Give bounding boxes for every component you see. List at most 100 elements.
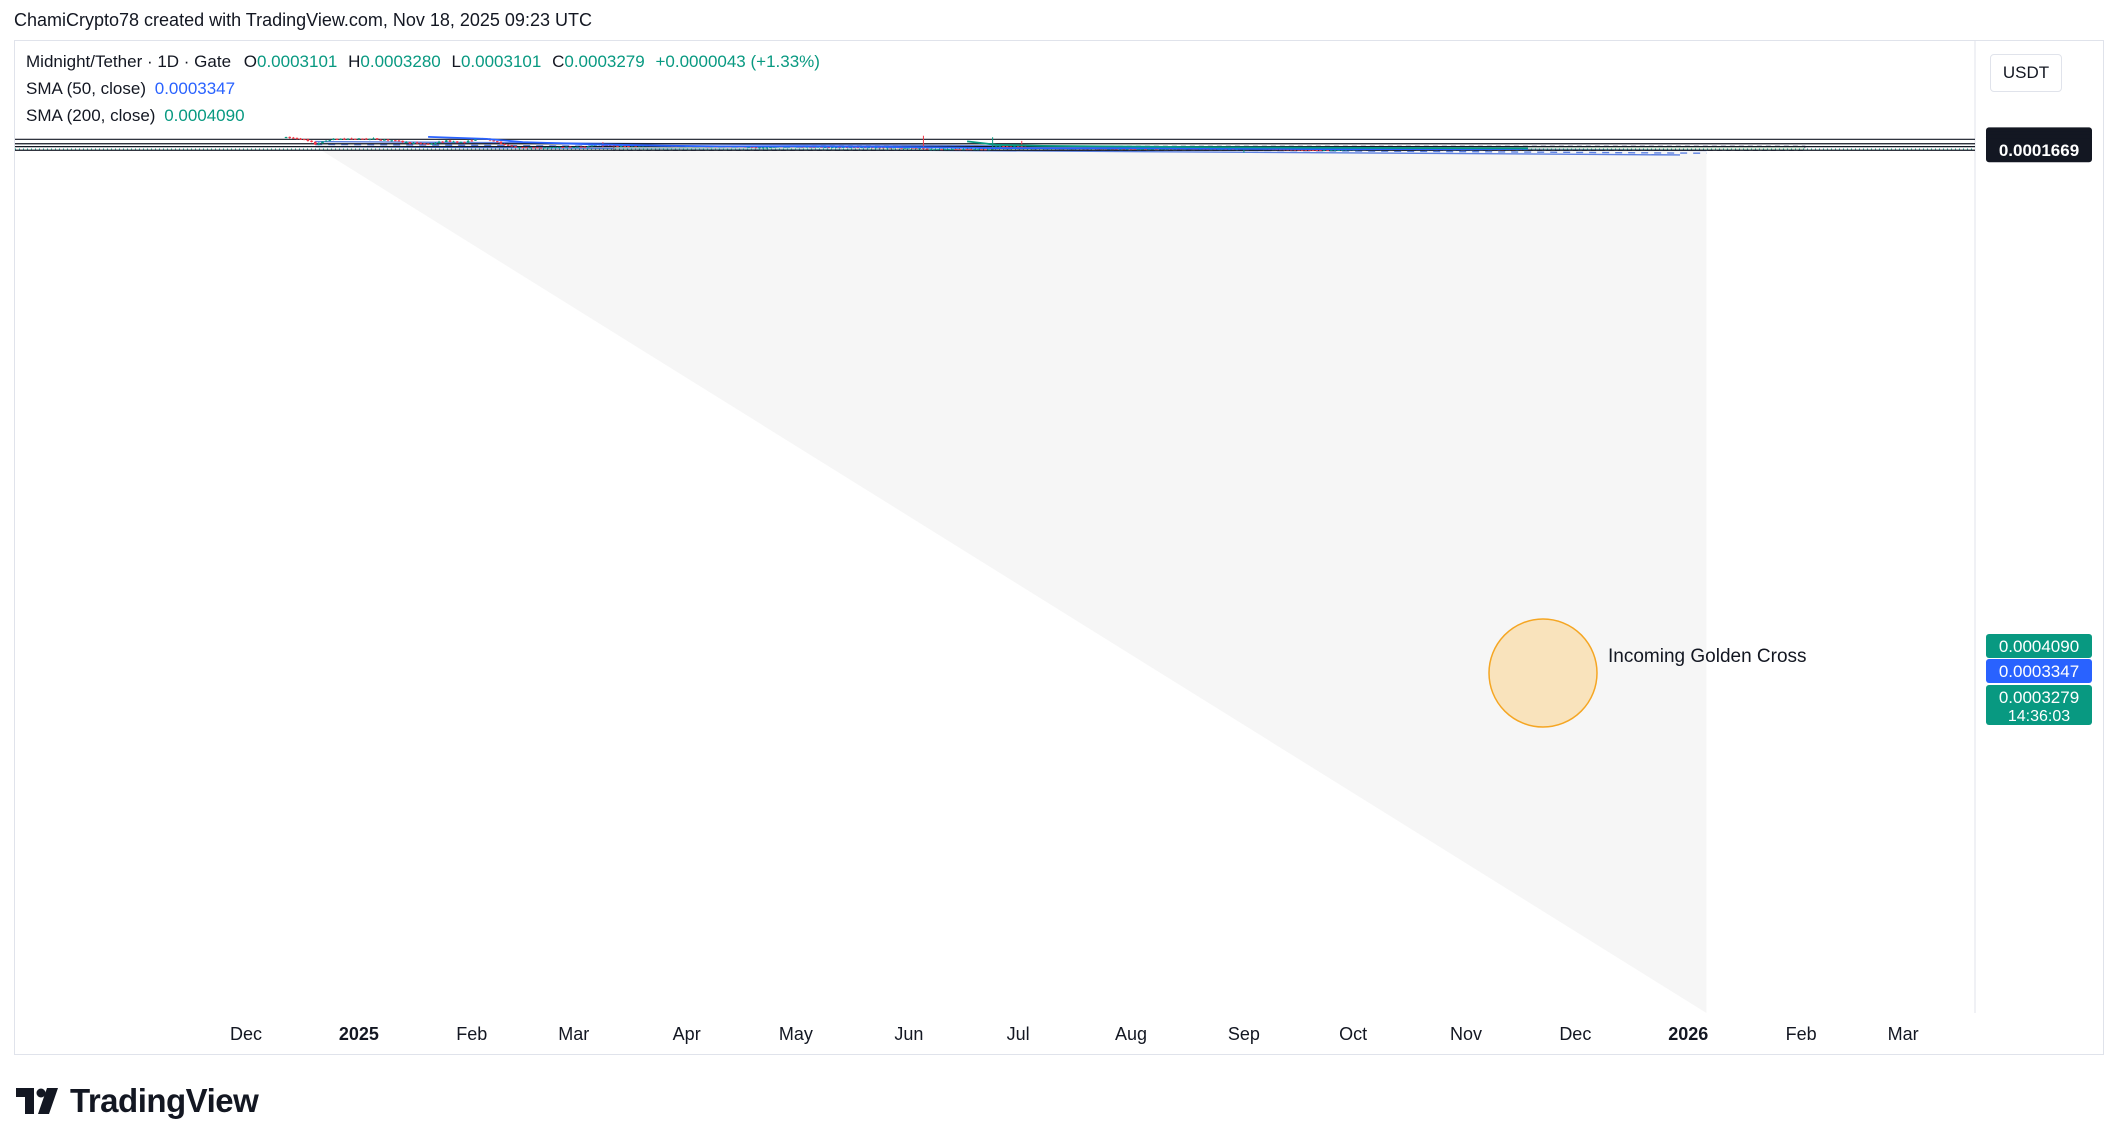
- candle-body: [1333, 150, 1337, 152]
- candle-body: [758, 147, 761, 149]
- candle-body: [364, 138, 368, 140]
- candle-body: [965, 149, 969, 151]
- candle-body: [1308, 149, 1311, 151]
- candle-body: [1129, 148, 1133, 150]
- x-tick-label: Jun: [894, 1024, 923, 1044]
- candle-body: [306, 139, 310, 141]
- candle-body: [998, 146, 1002, 148]
- candle-body: [831, 147, 834, 149]
- candle-body: [557, 146, 561, 148]
- candle-body: [856, 147, 860, 149]
- legend-sma50-label: SMA (50, close): [26, 79, 146, 98]
- x-tick-label: Mar: [1888, 1024, 1919, 1044]
- candle-body: [587, 146, 590, 148]
- candle-body: [1005, 146, 1009, 148]
- candle-body: [1304, 149, 1308, 151]
- candle-body: [1151, 148, 1155, 150]
- candle-body: [1337, 150, 1340, 152]
- candle-body: [1315, 150, 1319, 152]
- candle-body: [423, 143, 426, 145]
- legend-symbol[interactable]: Midnight/Tether · 1D · Gate: [26, 52, 232, 71]
- candle-body: [288, 136, 292, 138]
- candle-body: [350, 138, 353, 140]
- candle-body: [623, 145, 627, 147]
- candle-body: [404, 141, 408, 143]
- candle-body: [936, 149, 940, 151]
- candle-body: [324, 140, 328, 142]
- legend-sma200-label: SMA (200, close): [26, 106, 156, 125]
- candle-body: [889, 147, 892, 149]
- candle-body: [539, 147, 543, 149]
- candle-body: [554, 147, 557, 149]
- candle-body: [372, 138, 375, 140]
- candle-body: [448, 140, 452, 142]
- candle-body: [474, 138, 477, 141]
- candle-body: [525, 147, 528, 149]
- tradingview-logo[interactable]: TradingView: [16, 1082, 259, 1120]
- x-tick-label: May: [779, 1024, 813, 1044]
- chart-credit: ChamiCrypto78 created with TradingView.c…: [14, 10, 592, 30]
- candle-body: [335, 138, 339, 140]
- candle-body: [947, 149, 951, 151]
- currency-selector[interactable]: USDT: [1990, 54, 2062, 92]
- x-tick-label: Feb: [1786, 1024, 1817, 1044]
- price-badge-countdown: 14:36:03: [2008, 708, 2070, 725]
- candle-body: [561, 146, 565, 148]
- candle-body: [394, 140, 397, 142]
- candle-body: [328, 140, 332, 142]
- x-tick-label: 2026: [1668, 1024, 1708, 1044]
- legend-sma50[interactable]: SMA (50, close) 0.0003347: [26, 79, 235, 99]
- candle-body: [616, 145, 619, 147]
- candle-body: [499, 141, 503, 144]
- candle-body: [750, 146, 754, 148]
- candle-body: [1289, 149, 1293, 151]
- candle-body: [543, 147, 546, 149]
- candle-body: [1344, 149, 1348, 151]
- candle-body: [379, 139, 383, 141]
- candle-body: [361, 138, 364, 140]
- candle-body: [292, 137, 295, 139]
- price-badge: [1986, 685, 2092, 725]
- candle-body: [951, 149, 954, 151]
- candle-body: [463, 141, 466, 143]
- candle-body: [353, 138, 357, 140]
- x-tick-label: Nov: [1450, 1024, 1482, 1044]
- candle-body: [980, 149, 983, 151]
- chart-frame: [14, 40, 2104, 1055]
- candle-body: [401, 140, 404, 143]
- candle-body: [1326, 150, 1329, 152]
- candle-body: [521, 147, 525, 149]
- candle-body: [634, 145, 637, 147]
- candle-body: [332, 138, 335, 140]
- legend-o-label: O: [243, 52, 257, 71]
- legend-c-value: 0.0003279: [564, 52, 645, 71]
- candle-body: [430, 143, 434, 145]
- level-badge-label: 0.0001669: [1999, 141, 2079, 160]
- candle-body: [528, 147, 532, 149]
- candle-body: [383, 139, 386, 141]
- candle-body: [579, 146, 583, 148]
- x-tick-label: Dec: [1559, 1024, 1591, 1044]
- price-badge: [1986, 659, 2092, 683]
- candle-body: [911, 147, 914, 149]
- candle-body: [933, 149, 936, 151]
- candle-body: [495, 141, 499, 143]
- candle-body: [984, 149, 987, 151]
- x-tick-label: Dec: [230, 1024, 262, 1044]
- candle-body: [284, 137, 288, 139]
- legend-change: +0.0000043 (+1.33%): [655, 52, 820, 71]
- candle-body: [929, 149, 932, 151]
- candle-body: [346, 138, 350, 140]
- candle-body: [1286, 149, 1289, 151]
- candle-body: [321, 141, 324, 144]
- legend-sma200[interactable]: SMA (200, close) 0.0004090: [26, 106, 245, 126]
- candle-body: [299, 138, 302, 140]
- candle-body: [565, 146, 568, 148]
- legend-c-label: C: [552, 52, 565, 71]
- candle-body: [506, 144, 510, 146]
- candle-body: [1126, 148, 1129, 150]
- x-tick-label: Aug: [1115, 1024, 1147, 1044]
- candle-body: [769, 147, 772, 149]
- indicators-layer: [428, 136, 1529, 151]
